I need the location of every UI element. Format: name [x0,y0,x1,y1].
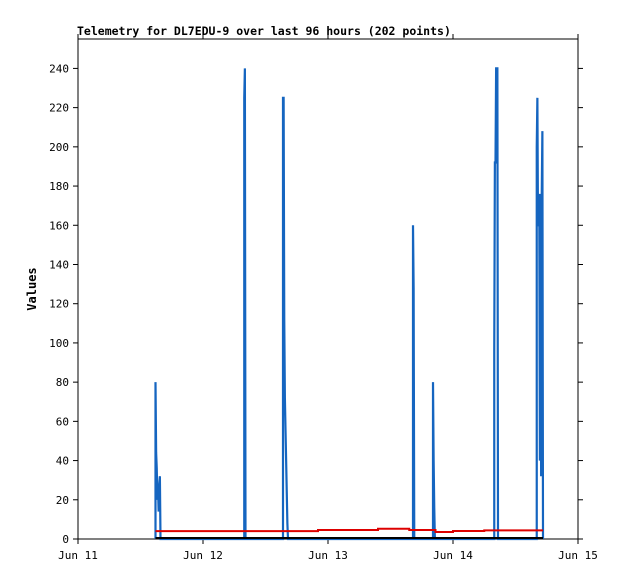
series-line-0 [154,67,545,541]
y-tick-label: 100 [49,337,69,350]
y-tick-label: 0 [62,533,69,546]
chart-title: Telemetry for DL7EDU-9 over last 96 hour… [77,24,451,38]
y-tick-label: 40 [56,455,69,468]
x-tick-label: Jun 12 [183,549,223,562]
y-tick-label: 80 [56,376,69,389]
y-tick-label: 220 [49,102,69,115]
y-tick-label: 120 [49,298,69,311]
y-tick-label: 200 [49,141,69,154]
series-layer [154,67,545,541]
x-tick-label: Jun 11 [58,549,98,562]
y-tick-label: 180 [49,180,69,193]
y-axis-label: Values [25,267,39,310]
series-line-1 [155,527,543,533]
x-tick-label: Jun 13 [308,549,348,562]
y-tick-label: 60 [56,415,69,428]
y-tick-label: 140 [49,258,69,271]
x-tick-label: Jun 15 [558,549,598,562]
plot-frame [77,38,579,540]
x-axis: Jun 11 Jun 12 Jun 13 Jun 14 Jun 15 [58,34,598,562]
y-tick-label: 240 [49,62,69,75]
y-tick-label: 20 [56,494,69,507]
x-tick-label: Jun 14 [433,549,473,562]
y-tick-label: 160 [49,219,69,232]
y-axis: 0 20 40 60 80 100 120 140 160 180 200 220 240 [49,62,583,546]
